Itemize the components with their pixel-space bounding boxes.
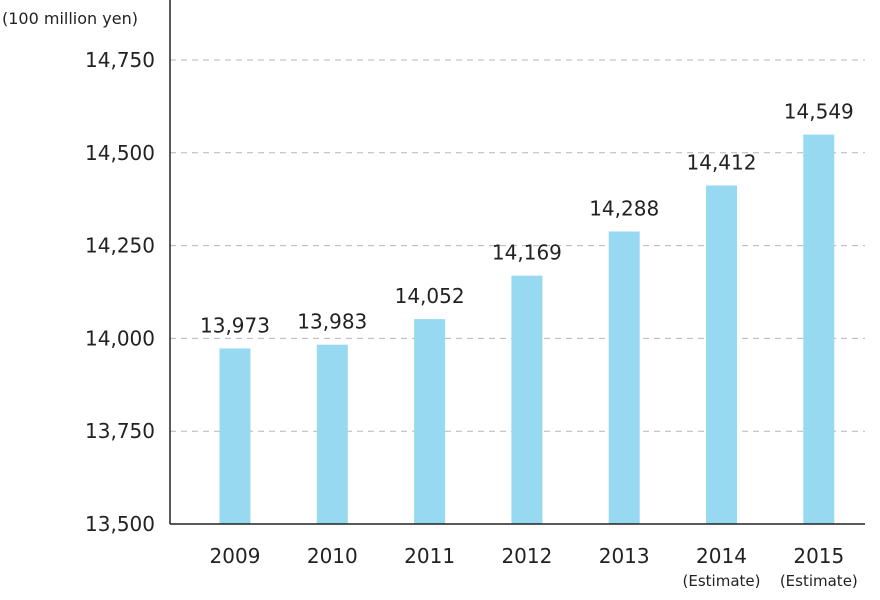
x-tick-label: 2015 [793,544,844,568]
data-label: 14,169 [492,241,562,265]
x-axis-categories: 2009 2010 2011 2012 2013 2014 (Estimate) 2015 (E… [210,544,858,590]
y-axis-ticks: 13,500 13,750 14,000 14,250 14,500 14,750 [85,48,155,536]
x-tick-label: 2010 [307,544,358,568]
y-tick-label: 13,500 [85,512,155,536]
data-label: 14,412 [687,150,757,174]
x-tick-sublabel: (Estimate) [683,572,761,590]
data-label: 14,549 [784,100,854,124]
data-label: 14,052 [395,284,465,308]
y-tick-label: 14,750 [85,48,155,72]
x-tick-label: 2009 [210,544,261,568]
x-tick-sublabel: (Estimate) [780,572,858,590]
data-label: 13,973 [200,313,270,337]
y-axis-unit-label: (100 million yen) [2,9,138,28]
y-tick-label: 14,500 [85,141,155,165]
bar [414,319,446,524]
y-tick-label: 14,250 [85,234,155,258]
y-tick-label: 13,750 [85,419,155,443]
data-label: 14,288 [589,196,659,220]
bar [219,348,251,524]
bar [706,185,737,524]
x-tick-label: 2014 [696,544,747,568]
bar [803,134,835,524]
x-tick-label: 2013 [599,544,650,568]
bar [316,344,348,524]
y-tick-label: 14,000 [85,326,155,350]
x-tick-label: 2011 [404,544,455,568]
bars [219,134,835,525]
data-label: 13,983 [297,310,367,334]
value-labels: 13,973 13,983 14,052 14,169 14,288 14,412 14,5… [200,100,854,338]
bar [608,231,640,525]
x-tick-label: 2012 [501,544,552,568]
gridlines [170,59,865,432]
bar [511,275,543,524]
